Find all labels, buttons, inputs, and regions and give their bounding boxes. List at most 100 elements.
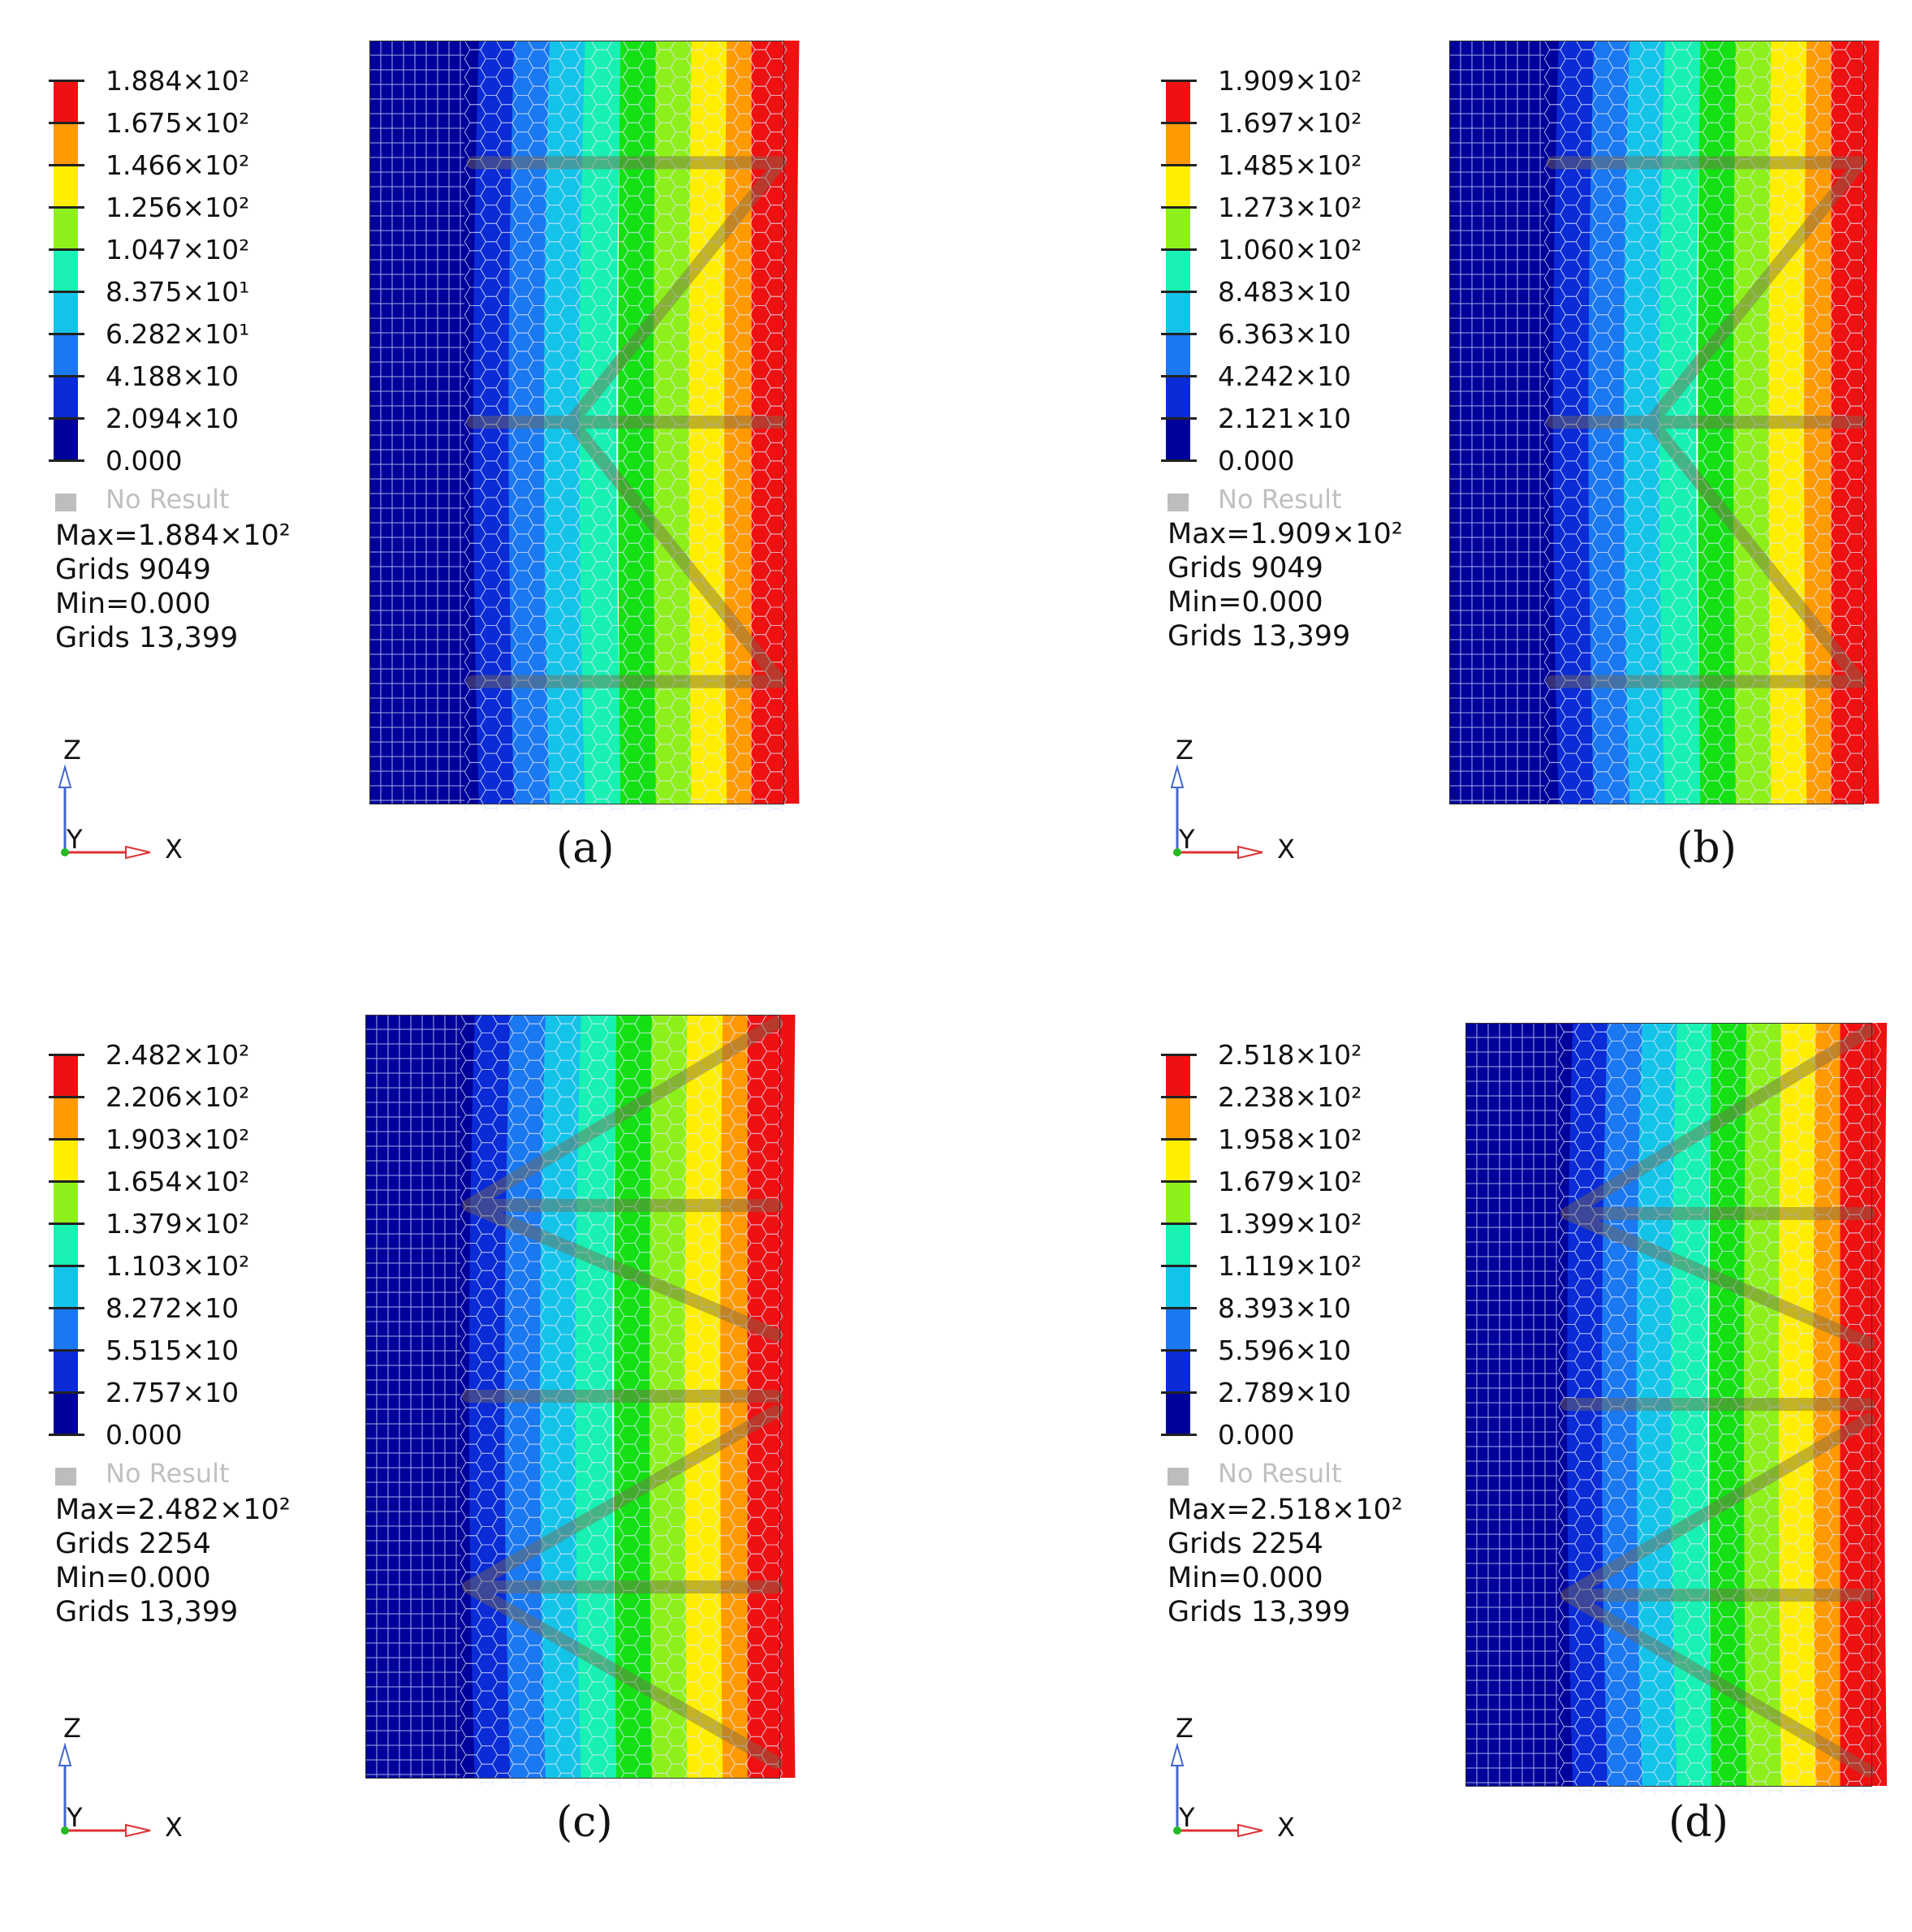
panel-d: 2.518×10² 2.238×10² 1.958×10² 1.679×10² 1.39… [1112,974,1912,1932]
legend-color-swatch [54,1140,78,1182]
legend-label: 5.515×10 [106,1335,240,1366]
panel-b: 1.909×10² 1.697×10² 1.485×10² 1.273×10² 1.06… [1112,0,1912,958]
legend-label: 1.485×10² [1218,149,1362,181]
legend-label: 4.242×10 [1218,360,1352,392]
color-legend: 2.482×10² 2.206×10² 1.903×10² 1.654×10² 1.37… [49,1039,325,1615]
no-result-swatch [55,494,76,511]
legend-label: 1.273×10² [1218,192,1362,223]
legend-label: 2.238×10² [1218,1081,1362,1113]
legend-label: 2.094×10 [106,403,240,434]
legend-label: 6.282×10¹ [106,318,250,350]
contour-band [649,1015,689,1778]
legend-tick [49,248,84,251]
no-result-swatch [1167,1468,1189,1486]
legend-label: 2.518×10² [1218,1039,1362,1071]
legend-label: 8.483×10 [1218,276,1352,308]
legend-label: 1.675×10² [106,107,250,139]
mesh-grid [1449,41,1867,812]
legend-color-swatch [1166,1351,1190,1393]
legend-tick [49,1391,84,1394]
legend-color-swatch [1166,1224,1190,1266]
contour-plot [365,1015,796,1786]
panel-c: 2.482×10² 2.206×10² 1.903×10² 1.654×10² 1.37… [0,974,950,1932]
legend-tick [1161,1434,1197,1436]
legend-label: 2.482×10² [106,1039,250,1071]
legend-color-swatch [1166,1182,1190,1224]
no-result-label: No Result [1218,484,1342,515]
legend-tick [1161,375,1197,377]
z-axis-label: Z [1176,735,1193,765]
legend-tick [49,1349,84,1352]
legend-label: 2.206×10² [106,1081,250,1113]
legend-color-swatch [54,292,78,334]
y-axis-label: Y [1179,1802,1195,1833]
contour-band [1768,41,1809,804]
mesh-grid [365,1015,783,1786]
legend-tick [1161,417,1197,420]
mesh-grid [369,41,788,812]
legend-tick [49,1054,84,1056]
mesh-grid [1465,1023,1882,1794]
max-value: Max=2.518×10² [1167,1494,1403,1526]
contour-plot [1465,1023,1888,1794]
x-axis-label: X [1277,834,1295,865]
y-axis-label: Y [1179,824,1195,855]
legend-color-swatch [1166,208,1190,250]
legend-color-swatch [54,1182,78,1224]
contour-band [1709,1023,1748,1786]
no-result-label: No Result [106,484,230,515]
legend-tick [49,1180,84,1183]
legend-tick [1161,1265,1197,1267]
legend-label: 6.363×10 [1218,318,1352,350]
min-grid: Grids 13,399 [1167,620,1351,653]
x-axis-label: X [165,834,183,865]
legend-label: 5.596×10 [1218,1335,1352,1366]
figure-caption: (c) [556,1798,613,1847]
legend-color-swatch [54,1309,78,1351]
axis-arrows [1170,1742,1263,1838]
legend-label: 2.121×10 [1218,403,1352,434]
figure-caption: (b) [1677,824,1737,873]
legend-label: 1.903×10² [106,1123,250,1155]
legend-tick [49,1096,84,1098]
no-result-label: No Result [106,1458,230,1489]
legend-color-swatch [1166,1266,1190,1309]
legend-label: 0.000 [106,1419,183,1451]
contour-band [1636,1023,1679,1786]
legend-color-swatch [54,250,78,292]
legend-tick [49,1223,84,1225]
legend-label: 0.000 [1218,445,1295,477]
legend-color-swatch [54,1098,78,1140]
legend-tick [49,164,84,166]
max-value: Max=1.909×10² [1167,518,1403,550]
legend-label: 1.884×10² [106,65,250,97]
legend-tick [1161,1138,1197,1141]
legend-label: 0.000 [1218,1419,1295,1451]
min-grid: Grids 13,399 [55,1596,239,1628]
legend-color-swatch [1166,1098,1190,1140]
legend-tick [49,375,84,377]
min-value: Min=0.000 [55,588,211,620]
legend-tick [1161,1349,1197,1352]
legend-color-swatch [1166,1393,1190,1435]
legend-tick [49,291,84,293]
legend-tick [1161,122,1197,124]
contour-band [1588,41,1632,804]
legend-color-swatch [1166,81,1190,123]
legend-label: 1.654×10² [106,1166,250,1197]
legend-label: 2.757×10 [106,1377,240,1408]
legend-tick [1161,1307,1197,1309]
legend-tick [1161,1096,1197,1098]
contour-band [575,1015,619,1778]
legend-label: 1.103×10² [106,1250,250,1282]
no-result-label: No Result [1218,1458,1342,1489]
truss-members [1546,156,1867,688]
legend-color-swatch [1166,250,1190,292]
legend-label: 0.000 [106,445,183,477]
z-axis-label: Z [63,1713,81,1744]
max-value: Max=1.884×10² [55,520,291,552]
legend-color-swatch [54,123,78,166]
contour-band [653,41,693,804]
contour-band [1659,41,1703,804]
contour-band [508,41,552,804]
